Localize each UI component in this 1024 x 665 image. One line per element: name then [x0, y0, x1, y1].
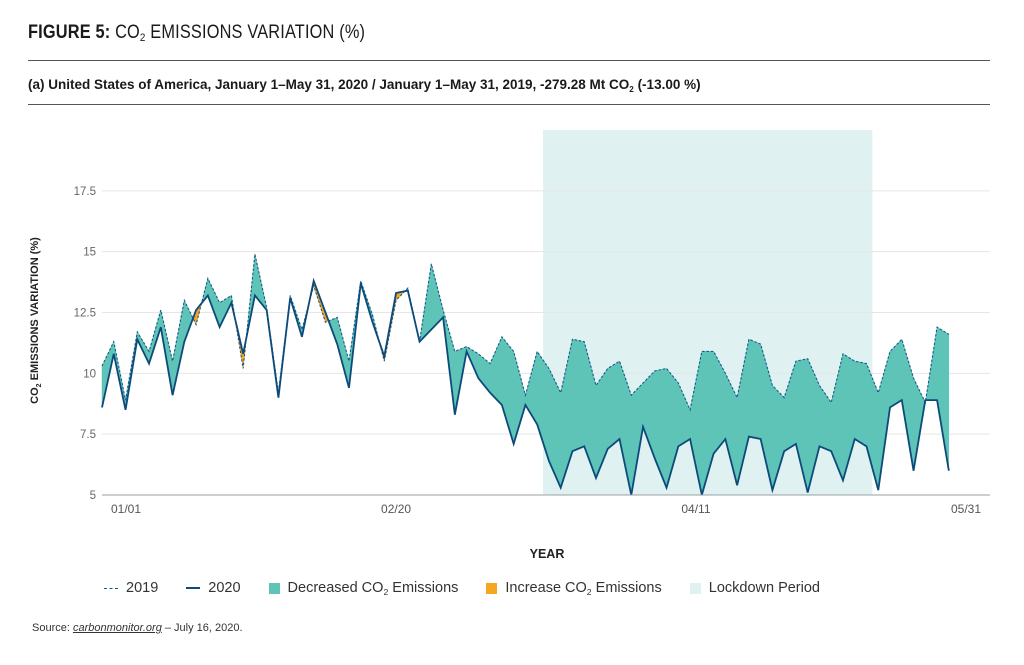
chart-legend: 2019 2020 Decreased CO2 Emissions Increa…: [104, 578, 848, 598]
legend-lockdown-swatch-icon: [689, 582, 701, 594]
y-tick-label: 17.5: [74, 186, 96, 198]
legend-increase-swatch-icon: [486, 582, 498, 594]
subtitle-rest: (-13.00 %): [633, 77, 701, 92]
legend-item-increase: Increase CO2 Emissions: [486, 579, 662, 597]
decrease-area: [572, 338, 585, 452]
figure-title-lead: FIGURE 5:: [28, 22, 111, 43]
series-line-2019: [101, 253, 950, 412]
legend-label-2020: 2020: [208, 580, 241, 596]
decrease-area: [925, 327, 938, 401]
subtitle-sub: 2: [629, 85, 634, 94]
x-tick-label: 02/20: [381, 502, 411, 516]
legend-label-decreased: Decreased CO2 Emissions: [287, 579, 459, 597]
y-tick-label: 5: [90, 490, 96, 502]
legend-item-2019: 2019: [104, 580, 158, 596]
figure-title-rest: EMISSIONS VARIATION (%): [145, 22, 366, 43]
legend-item-2020: 2020: [186, 580, 241, 596]
decrease-area: [936, 326, 950, 471]
legend-decrease-swatch-icon: [268, 582, 280, 594]
legend-label-2019: 2019: [126, 580, 159, 596]
decrease-area: [854, 360, 867, 447]
y-tick-label: 7.5: [80, 429, 96, 441]
x-tick-label: 01/01: [111, 502, 141, 516]
source-label: Source:: [32, 622, 73, 634]
y-tick-label: 10: [83, 368, 96, 380]
decrease-area: [501, 336, 514, 444]
figure-title-sub: 2: [139, 32, 146, 44]
legend-item-decreased: Decreased CO2 Emissions: [268, 579, 459, 597]
figure-title-main: CO: [110, 22, 140, 43]
x-tick-label: 04/11: [681, 502, 710, 516]
title-rule: [28, 60, 990, 61]
legend-solid-line-icon: [186, 587, 201, 589]
decrease-area: [748, 338, 761, 440]
legend-label-increase: Increase CO2 Emissions: [505, 579, 662, 597]
decrease-area: [513, 351, 526, 444]
legend-label-lockdown: Lockdown Period: [708, 580, 820, 596]
decrease-area: [478, 353, 491, 394]
y-tick-label: 15: [83, 247, 96, 259]
y-axis-title: CO2 EMISSIONS VARIATION (%): [29, 237, 43, 404]
source-note: Source: carbonmonitor.org – July 16, 202…: [32, 622, 243, 634]
source-link[interactable]: carbonmonitor.org: [72, 622, 162, 634]
x-axis-title: YEAR: [530, 547, 565, 561]
legend-dashed-line-icon: [104, 587, 118, 589]
y-tick-label: 12.5: [74, 308, 96, 320]
decrease-area: [607, 360, 620, 450]
source-date: – July 16, 2020.: [161, 622, 243, 634]
emissions-chart: 5 7.5 10 12.5 15 17.5 01/01 02/20 04/11 05/31 YEAR…: [29, 130, 990, 561]
subtitle-text: (a) United States of America, January 1–…: [28, 77, 630, 92]
figure-title: FIGURE 5: CO2 EMISSIONS VARIATION (%): [28, 22, 365, 44]
subtitle-rule: [28, 104, 990, 105]
legend-item-lockdown: Lockdown Period: [689, 580, 820, 596]
x-tick-label: 05/31: [951, 502, 981, 516]
series-line-2020: [101, 277, 950, 496]
chart-subtitle: (a) United States of America, January 1–…: [28, 77, 701, 94]
